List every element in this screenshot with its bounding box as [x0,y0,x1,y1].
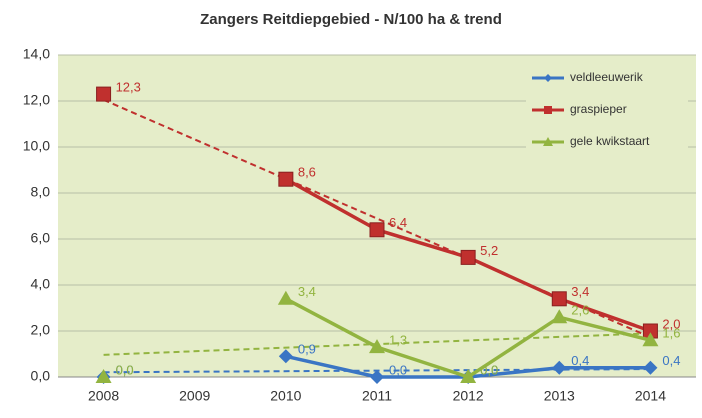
data-label: 3,4 [571,284,589,299]
data-label: 1,3 [389,333,407,348]
data-label: 0,0 [480,362,498,377]
legend-label: veldleeuwerik [570,70,644,84]
y-tick-label: 6,0 [31,230,51,246]
y-tick-label: 10,0 [23,138,50,154]
legend-marker [543,137,553,146]
chart-title: Zangers Reitdiepgebied - N/100 ha & tren… [200,11,502,28]
x-tick-label: 2014 [635,388,666,404]
y-tick-label: 8,0 [31,184,51,200]
data-label: 5,2 [480,243,498,258]
x-tick-label: 2010 [270,388,301,404]
marker [96,86,112,102]
x-tick-label: 2009 [179,388,210,404]
legend-label: graspieper [570,102,627,116]
y-tick-label: 12,0 [23,92,50,108]
legend-marker [544,74,552,82]
marker [460,369,477,383]
data-label: 0,0 [116,362,134,377]
data-label: 1,6 [662,326,680,341]
marker [278,171,294,187]
y-tick-label: 0,0 [31,368,51,384]
marker [552,360,567,375]
legend-label: gele kwikstaart [570,134,650,148]
data-label: 0,9 [298,342,316,357]
marker [551,309,568,324]
marker [551,291,567,307]
marker [278,349,293,364]
x-tick-label: 2011 [362,388,392,404]
marker [369,222,385,238]
legend-marker [544,106,552,114]
x-tick-label: 2008 [88,388,119,404]
data-label: 0,0 [389,362,407,377]
data-label: 2,0 [662,316,680,331]
data-label: 0,4 [571,353,589,368]
marker [369,339,385,354]
data-label: 0,0 [116,362,134,377]
marker [642,332,659,347]
data-label: 12,3 [116,80,141,95]
y-tick-label: 2,0 [31,322,51,338]
x-tick-label: 2013 [544,388,575,404]
data-label: 8,6 [298,165,316,180]
marker [643,360,658,375]
data-label: 3,4 [298,284,316,299]
data-label: 2,6 [571,303,589,318]
marker [370,370,384,384]
x-tick-label: 2012 [453,388,484,404]
y-tick-label: 14,0 [23,46,50,62]
y-tick-label: 4,0 [31,276,51,292]
marker [460,249,476,265]
marker [95,369,112,383]
data-label: 0,4 [662,353,680,368]
data-label: 6,4 [389,215,407,230]
marker [277,290,294,305]
